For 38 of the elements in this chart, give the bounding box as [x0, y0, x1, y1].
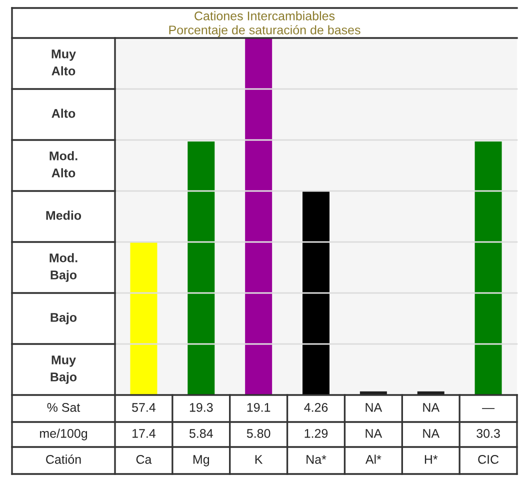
x-tick-label: H*: [424, 455, 438, 464]
text: Muy Alto: [52, 50, 76, 76]
bar: [245, 38, 272, 395]
text: 19.3: [190, 403, 213, 412]
text: Muy Bajo: [50, 356, 77, 384]
text: 17.4: [132, 429, 156, 438]
bar: [130, 241, 158, 395]
text: Alto: [52, 108, 76, 118]
x-tick-label: K: [255, 455, 263, 464]
text: NA: [366, 403, 382, 412]
text: 5.80: [246, 429, 270, 438]
text: 1.29: [304, 429, 328, 438]
text: 57.4: [132, 403, 156, 412]
text: me/100g: [40, 428, 88, 440]
x-tick-label: Na*: [306, 455, 326, 464]
bar: [474, 142, 502, 395]
chart-title: Cationes Intercambiables: [194, 11, 335, 20]
text: 5.84: [189, 429, 213, 438]
text: 4.26: [304, 403, 328, 412]
text: Mod. Alto: [50, 151, 78, 178]
x-tick-label: Mg: [193, 455, 210, 466]
text: 19.1: [247, 403, 270, 412]
text: NA: [366, 429, 382, 438]
text: Mod. Bajo: [50, 253, 78, 282]
text: Bajo: [50, 312, 77, 324]
text: 30.3: [476, 429, 500, 438]
text: NA: [423, 429, 440, 438]
x-tick-label: Ca: [136, 455, 152, 464]
x-axis-title: Catión: [46, 454, 81, 464]
chart-subtitle: Porcentaje de saturación de bases: [169, 25, 360, 37]
x-tick-label: Al*: [365, 454, 382, 464]
bar: [302, 192, 330, 395]
text: NA: [423, 403, 440, 412]
text: % Sat: [47, 403, 80, 412]
x-tick-label: CIC: [478, 455, 499, 464]
text: Medio: [46, 210, 82, 220]
text: —: [482, 408, 495, 409]
bar: [188, 142, 215, 395]
